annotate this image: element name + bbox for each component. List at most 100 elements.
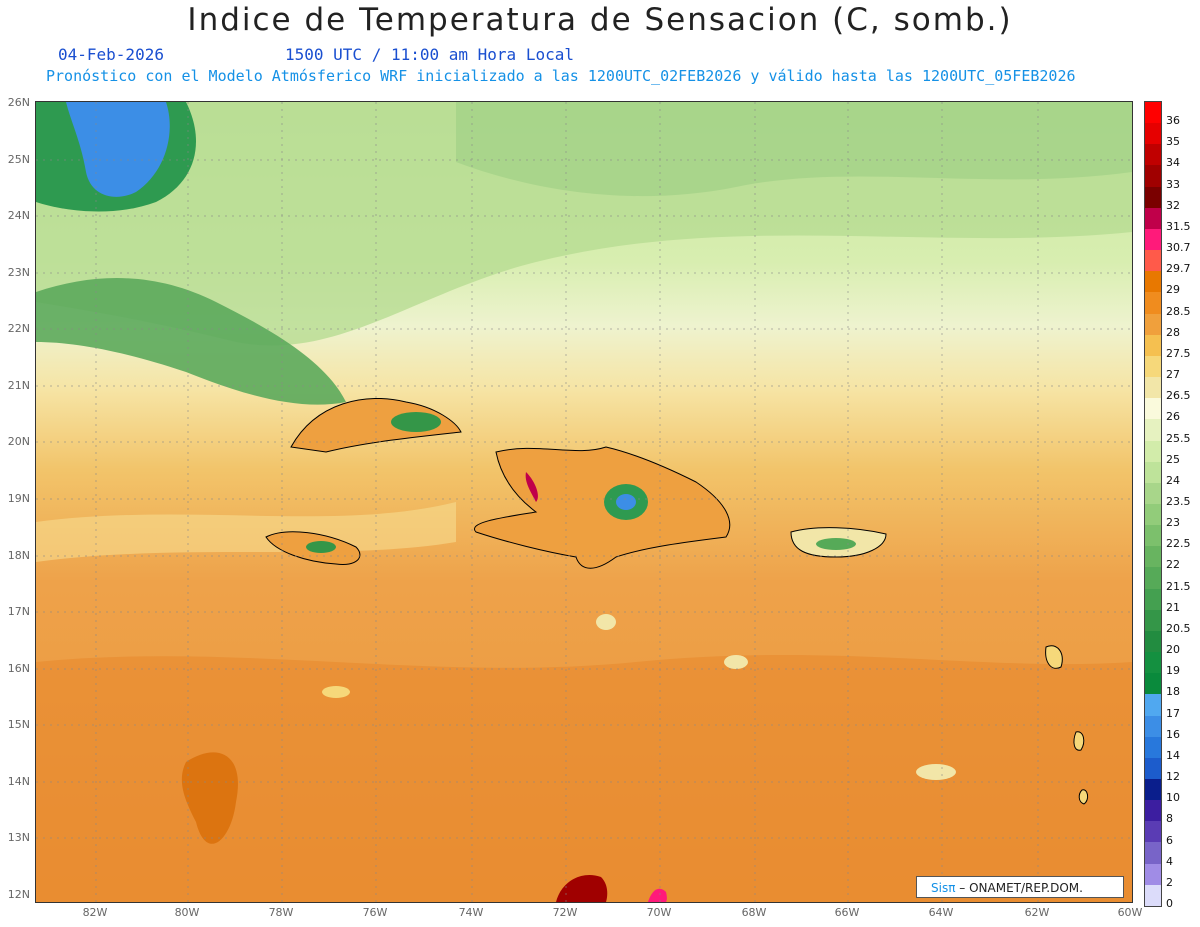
colorbar-label: 21 (1166, 600, 1180, 614)
colorbar-swatch (1145, 292, 1161, 314)
lat-label: 16N (7, 662, 30, 675)
colorbar-label: 14 (1166, 748, 1180, 762)
lon-label: 76W (362, 906, 388, 919)
colorbar-swatch (1145, 398, 1161, 420)
colorbar-swatch (1145, 377, 1161, 399)
colorbar-label: 16 (1166, 727, 1180, 741)
lat-label: 14N (7, 775, 30, 788)
colorbar-label: 18 (1166, 685, 1180, 699)
lat-label: 22N (7, 322, 30, 335)
colorbar-label: 2 (1166, 875, 1173, 889)
colorbar-label: 23.5 (1166, 495, 1191, 508)
colorbar-swatch (1145, 821, 1161, 843)
lon-label: 60W (1117, 906, 1143, 919)
colorbar-label: 8 (1166, 812, 1173, 826)
colorbar-label: 0 (1166, 897, 1173, 910)
map-title: Indice de Temperatura de Sensacion (C, s… (187, 2, 1013, 38)
colorbar-swatch (1145, 144, 1161, 166)
colorbar-swatch (1145, 694, 1161, 716)
colorbar-label: 4 (1166, 854, 1173, 868)
lat-label: 24N (7, 209, 30, 222)
heat-index-map (35, 101, 1133, 903)
colorbar-swatch (1145, 419, 1161, 441)
colorbar-swatch (1145, 228, 1161, 251)
colorbar-swatch (1145, 313, 1161, 335)
lat-label: 13N (7, 831, 30, 844)
colorbar-swatch (1145, 165, 1161, 187)
colorbar-label: 25 (1166, 452, 1180, 466)
lon-label: 74W (458, 906, 484, 919)
lat-label: 25N (7, 153, 30, 166)
colorbar-swatch (1145, 334, 1161, 356)
colorbar-label: 10 (1166, 791, 1180, 805)
colorbar-swatch (1145, 207, 1161, 229)
colorbar-label: 6 (1166, 833, 1173, 847)
colorbar-label: 36 (1166, 114, 1180, 128)
colorbar-swatch (1145, 715, 1161, 737)
lat-label: 26N (7, 96, 30, 109)
colorbar-swatch (1145, 250, 1161, 272)
colorbar-swatch (1145, 546, 1161, 568)
colorbar-swatch (1145, 567, 1161, 589)
colorbar-label: 29.7 (1166, 262, 1191, 276)
colorbar-label: 28 (1166, 325, 1180, 339)
colorbar-swatch (1145, 588, 1161, 610)
lat-label: 17N (7, 605, 30, 618)
lat-label: 21N (7, 379, 30, 392)
colorbar-swatch (1145, 482, 1161, 504)
lat-label: 12N (7, 888, 30, 901)
colorbar-swatch (1145, 609, 1161, 631)
colorbar-swatch (1145, 779, 1161, 801)
colorbar-swatch (1145, 800, 1161, 822)
lon-label: 66W (834, 906, 860, 919)
colorbar-swatch (1145, 503, 1161, 526)
colorbar-label: 35 (1166, 135, 1180, 149)
colorbar-swatch (1145, 186, 1161, 208)
colorbar-label: 28.5 (1166, 304, 1191, 318)
colorbar-label: 27 (1166, 368, 1180, 382)
lon-label: 78W (268, 906, 294, 919)
colorbar-swatch (1145, 757, 1161, 779)
colorbar-label: 23 (1166, 516, 1180, 530)
forecast-time: 1500 UTC / 11:00 am Hora Local (285, 45, 574, 64)
forecast-date: 04-Feb-2026 (58, 45, 164, 64)
colorbar-label: 17 (1166, 706, 1180, 720)
colorbar-label: 33 (1166, 177, 1180, 191)
colorbar-label: 20.5 (1166, 621, 1191, 635)
colorbar-label: 21.5 (1166, 579, 1191, 593)
colorbar-swatch (1145, 630, 1161, 653)
lon-label: 80W (174, 906, 200, 919)
colorbar-swatch (1145, 440, 1161, 462)
colorbar-label: 31.5 (1166, 219, 1191, 233)
colorbar-label: 29 (1166, 283, 1180, 297)
colorbar-swatch (1145, 461, 1161, 483)
colorbar-label: 24 (1166, 473, 1180, 487)
colorbar-swatch (1145, 673, 1161, 695)
colorbar-label: 26 (1166, 410, 1180, 424)
colorbar (1144, 101, 1162, 907)
colorbar-swatch (1145, 123, 1161, 145)
lon-label: 68W (741, 906, 767, 919)
lat-label: 18N (7, 549, 30, 562)
colorbar-label: 34 (1166, 156, 1180, 170)
lon-label: 62W (1024, 906, 1050, 919)
colorbar-label: 12 (1166, 770, 1180, 784)
colorbar-label: 30.7 (1166, 241, 1191, 255)
colorbar-label: 19 (1166, 664, 1180, 678)
lon-label: 72W (552, 906, 578, 919)
colorbar-swatch (1145, 736, 1161, 758)
model-info: Pronóstico con el Modelo Atmósferico WRF… (46, 67, 1076, 85)
colorbar-label: 27.5 (1166, 346, 1191, 360)
colorbar-swatch (1145, 842, 1161, 864)
credit-box: Sisπ – ONAMET/REP.DOM. (916, 876, 1124, 898)
lat-label: 23N (7, 266, 30, 279)
lat-label: 19N (7, 492, 30, 505)
colorbar-swatch (1145, 525, 1161, 547)
lat-label: 15N (7, 718, 30, 731)
colorbar-label: 32 (1166, 198, 1180, 212)
colorbar-swatch (1145, 271, 1161, 293)
lon-label: 64W (928, 906, 954, 919)
colorbar-label: 20 (1166, 643, 1180, 657)
colorbar-label: 22 (1166, 558, 1180, 572)
colorbar-swatch (1145, 355, 1161, 378)
